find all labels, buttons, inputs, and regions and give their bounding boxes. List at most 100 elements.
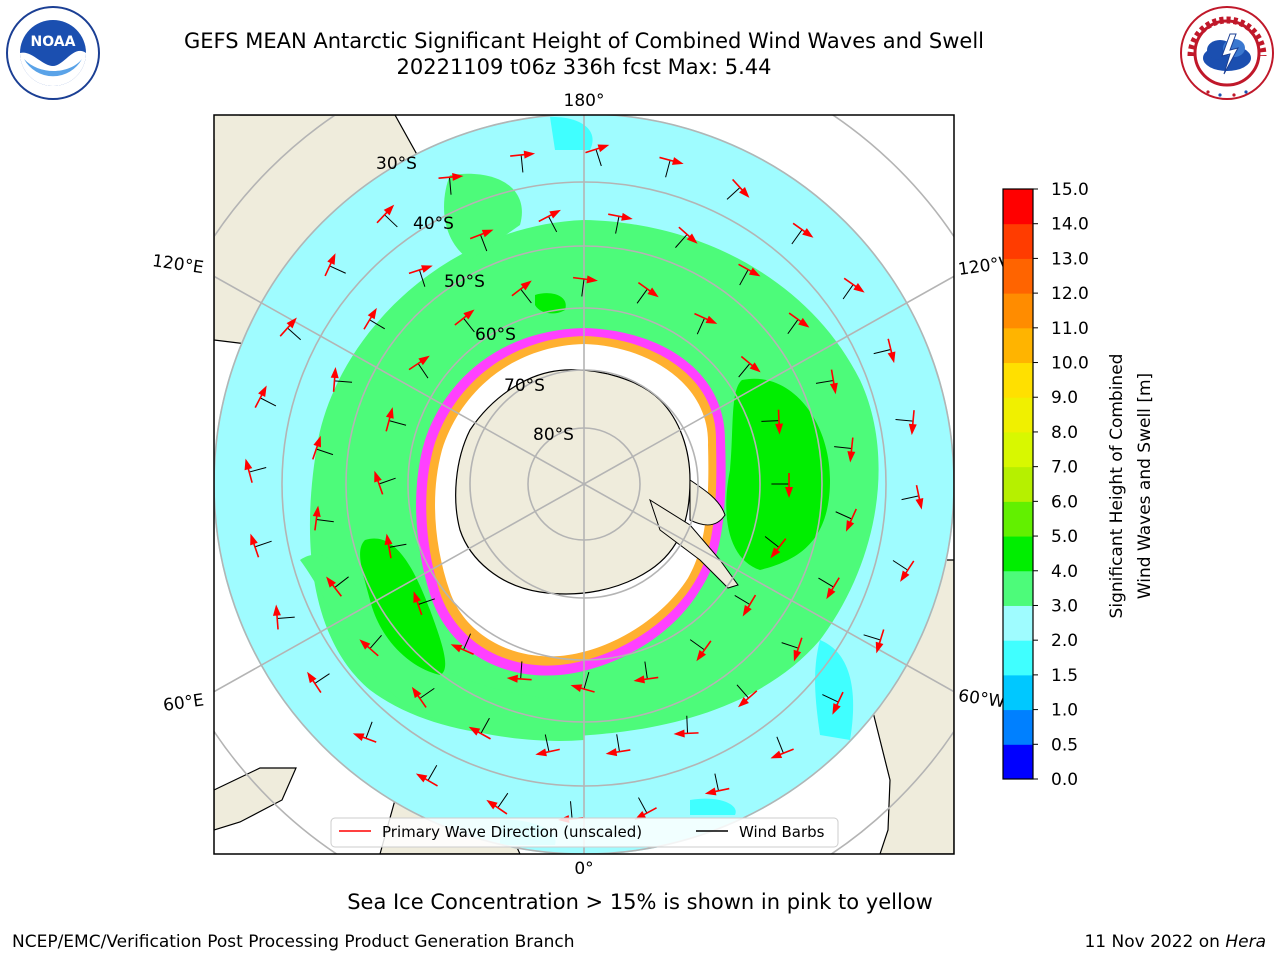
colorbar-cell [1003,501,1033,537]
wave-arrow-head [621,212,633,221]
colorbar-cell [1003,674,1033,711]
map-frame [213,114,955,855]
wind-barb [665,160,671,178]
lat-label-50s: 50°S [444,272,485,292]
lat-label-60s: 60°S [475,325,516,345]
wave-arrow-head [785,487,793,498]
wind-barb [863,634,881,641]
wind-barb [463,317,475,333]
wave-arrow-head [468,726,481,736]
wave-band-4-5m [726,378,830,570]
wave-arrow-head [705,315,718,324]
antarctica [455,369,691,595]
wave-arrow-head [908,423,917,436]
wave-arrow-head [738,697,749,708]
wave-arrow-head [463,309,475,320]
colorbar-tick-label: 1.0 [1051,701,1078,721]
wind-barb [787,319,799,335]
wave-arrow-head [793,649,802,662]
colorbar-cell [1003,293,1033,329]
wind-barb [835,511,852,520]
wave-arrow-head [452,172,464,181]
colorbar: 0.0 0.5 1.0 1.5 2.0 3.0 4.0 5.0 6.0 7.0 8.0 9.0 10.0… [1002,180,1089,790]
wind-barb [776,736,784,754]
wave-arrow-head [413,591,421,603]
wind-barb [738,363,751,378]
colorbar-tick-label: 4.0 [1051,562,1078,582]
colorbar-tick-label: 2.0 [1051,631,1078,651]
wind-barb [734,595,751,605]
colorbar-tick-label: 9.0 [1051,388,1078,408]
wave-arrow-head [313,435,322,448]
wave-arrow-head [915,498,924,510]
wind-barb [369,319,386,330]
wind-barb [689,639,705,651]
wave-arrow-head [853,283,865,293]
wave-arrow-head [770,547,781,559]
lat-label-40s: 40°S [413,214,454,234]
wave-arrow-head [421,265,433,273]
colorbar-cell [1003,640,1033,676]
wave-arrow-head [258,385,267,398]
legend-label-wave: Primary Wave Direction (unscaled) [382,823,642,841]
wave-arrow-head [506,674,518,683]
wind-barb [726,187,741,200]
legend-label-barbs: Wind Barbs [739,823,825,841]
wind-barb [463,633,472,651]
chart-subtitle: 20221109 t06z 336h fcst Max: 5.44 [396,55,772,79]
lon-label-180: 180° [564,91,605,111]
wave-arrow-head [696,649,707,662]
lat-label-70s: 70°S [504,376,545,396]
date-text: 11 Nov 2022 on Hera [1084,932,1266,952]
wind-barb [736,684,749,699]
lat-label-30s: 30°S [376,154,417,174]
colorbar-tick-label: 0.5 [1051,735,1078,755]
wind-barb [834,446,852,450]
colorbar-label-line2: Wind Waves and Swell [m] [1135,373,1155,599]
colorbar-cell [1003,431,1033,468]
colorbar-tick-label: 14.0 [1051,215,1089,235]
wave-arrow-head [832,703,841,715]
wind-barb [418,269,426,287]
wave-arrow-head [418,355,430,366]
wind-barb [249,466,267,473]
wind-barb [369,634,382,649]
wave-arrow-head [450,644,463,653]
wind-barb [595,149,602,167]
wind-barb [520,661,523,680]
wave-arrow-head [586,275,598,284]
colorbar-cell [1003,327,1033,364]
wind-barb [334,576,349,588]
wind-barb [417,598,435,605]
wave-arrow-head [826,587,836,600]
wave-arrow-head [352,733,365,742]
wind-barb [636,288,648,304]
colorbar-cell [1003,397,1033,433]
wave-arrow-head [671,157,684,165]
colorbar-cell [1003,258,1033,294]
wind-barb [714,773,720,791]
wave-arrow-head [847,451,856,463]
wave-arrow-head [647,287,659,298]
wind-barb [615,216,620,234]
wind-barb [497,792,509,809]
lon-label-0: 0° [574,859,593,879]
colorbar-cell [1003,605,1033,641]
date-value: 11 Nov 2022 on [1084,932,1220,952]
wind-barb [365,721,373,739]
credit-text: NCEP/EMC/Verification Post Processing Pr… [12,932,575,952]
wind-barb [427,764,438,781]
wave-arrow-head [748,267,761,277]
host-name: Hera [1225,932,1266,952]
wind-barb [316,518,334,523]
lon-label-120e: 120°E [151,251,205,278]
wave-arrow-head [374,470,382,483]
wind-barb [480,717,490,734]
wind-barb [479,234,488,252]
wind-barb [520,154,524,173]
colorbar-cell [1003,362,1033,398]
wind-barb [548,216,558,233]
wind-barb [873,348,891,355]
